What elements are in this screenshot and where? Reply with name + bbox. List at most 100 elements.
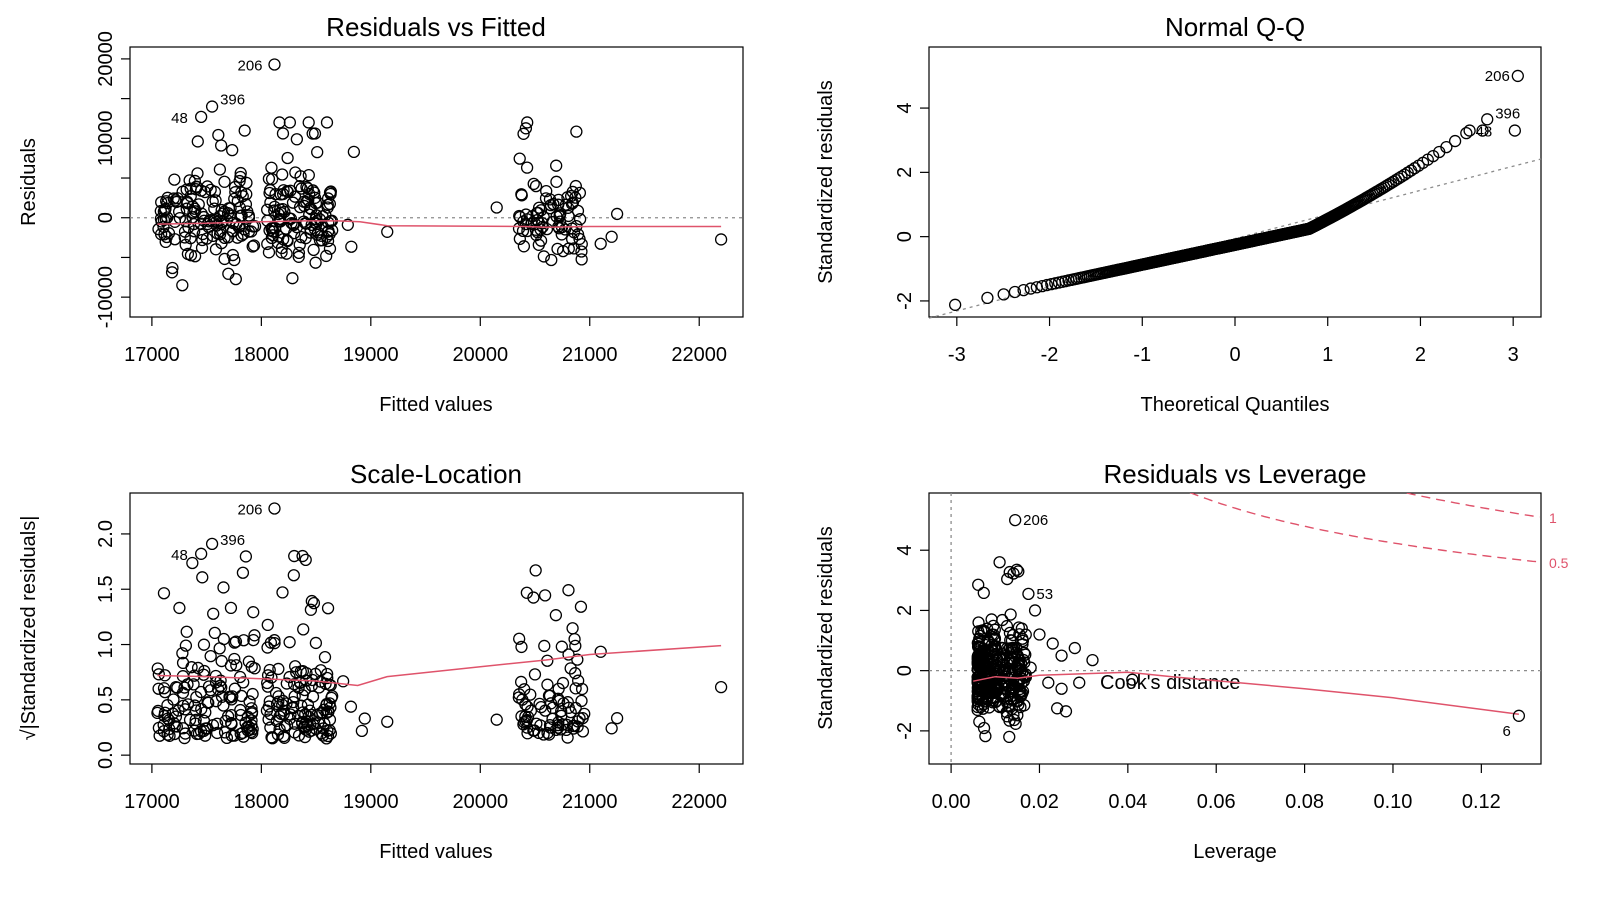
rvl-point-label: 53 [1036,586,1053,603]
rvl-point [1012,674,1026,687]
sl-point [228,636,241,649]
sl-point [546,701,559,714]
rvl-point [988,682,1002,695]
rvf-point [281,151,294,165]
sl-point [158,685,172,699]
cooks-distance-legend: Cook's distance [1100,672,1241,694]
qq-point [1017,283,1030,297]
sl-point [301,719,314,733]
qq-xtick-label: 3 [1508,344,1519,366]
sl-point [277,704,290,717]
rvl-point [1046,637,1059,650]
sl-point [225,718,238,731]
rvf-point [281,185,294,198]
sl-point [201,722,214,735]
rvf-ytick-label: 10000 [95,111,117,167]
rvf-point [293,238,306,251]
rvf-point [345,240,358,253]
rvf-point [323,228,336,241]
sl-point [191,661,205,675]
rvf-point [540,185,553,198]
rvf-point [302,116,315,129]
rvf-point [237,227,250,241]
rvf-point [311,226,325,239]
rvf-point [561,201,575,214]
rvl-point [1024,661,1037,674]
sl-point [266,732,279,745]
sl-point [288,549,301,563]
rvf-point [188,225,201,238]
qq-xtick-label: 1 [1322,344,1333,366]
qq-title: Normal Q-Q [1165,12,1305,42]
rvf-point [226,143,239,157]
sl-point-label: 396 [220,532,245,549]
rvl-ytick-label: 4 [894,545,916,556]
rvl-point [1013,628,1026,641]
sl-point [574,600,588,613]
rvf-point [168,173,181,186]
sl-xlabel: Fitted values [379,841,492,863]
rvl-ylabel: Standardized residuals [815,526,837,729]
rvf-ytick-label: 20000 [95,31,117,87]
rvf-point [265,161,278,174]
sl-point [196,571,209,584]
sl-point [247,633,260,647]
sl-point [278,731,291,744]
sl-point [228,682,242,695]
sl-point [179,639,193,652]
rvf-point [550,159,563,172]
sl-xtick-label: 21000 [562,791,618,813]
sl-point [288,690,301,703]
rvf-point [308,127,322,140]
sl-point [569,682,582,695]
sl-point [555,640,568,653]
qq-point [997,288,1010,301]
sl-point [263,663,276,677]
rvf-point [290,133,304,146]
rvf-point [530,206,544,220]
sl-point [152,682,165,695]
rvf-point [228,253,241,267]
sl-point [344,700,358,713]
rvf-ytick-label: -10000 [95,266,117,328]
sl-point [209,695,223,708]
rvf-point [527,177,540,191]
sl-point [576,711,589,725]
rvl-xtick-label: 0.00 [932,791,971,813]
sl-point [186,556,199,570]
sl-point [261,669,275,682]
rvf-point [513,232,527,246]
sl-point [207,607,220,620]
rvf-point [323,242,337,255]
sl-point [272,662,285,676]
rvf-point [188,205,202,218]
rvl-point [1512,709,1526,722]
sl-ytick-label: 0.0 [95,741,117,769]
rvl-point [972,616,985,629]
rvf-point [239,198,253,211]
sl-point [557,697,570,710]
rvl-point [977,626,991,639]
sl-point [576,725,590,738]
sl-point [302,725,316,738]
sl-point [296,689,309,702]
rvf-xtick-label: 17000 [124,344,180,366]
qq-point-label: 48 [1476,124,1493,141]
rvf-point [573,213,587,226]
sl-point [208,626,221,640]
rvl-point [1004,608,1017,621]
rvf-point [238,124,251,137]
rvf-ytick-label: 0 [95,212,117,223]
qq-point [1476,124,1489,137]
qq-xtick-label: 0 [1229,344,1240,366]
sl-point [277,707,290,721]
rvl-point [1010,563,1023,576]
sl-ytick-label: 1.5 [95,575,117,603]
rvl-point [972,698,985,711]
rvf-point [155,196,168,209]
rvl-point [1015,622,1028,635]
rvf-point [215,203,228,217]
rvf-point [347,145,361,158]
sl-point [381,715,394,728]
